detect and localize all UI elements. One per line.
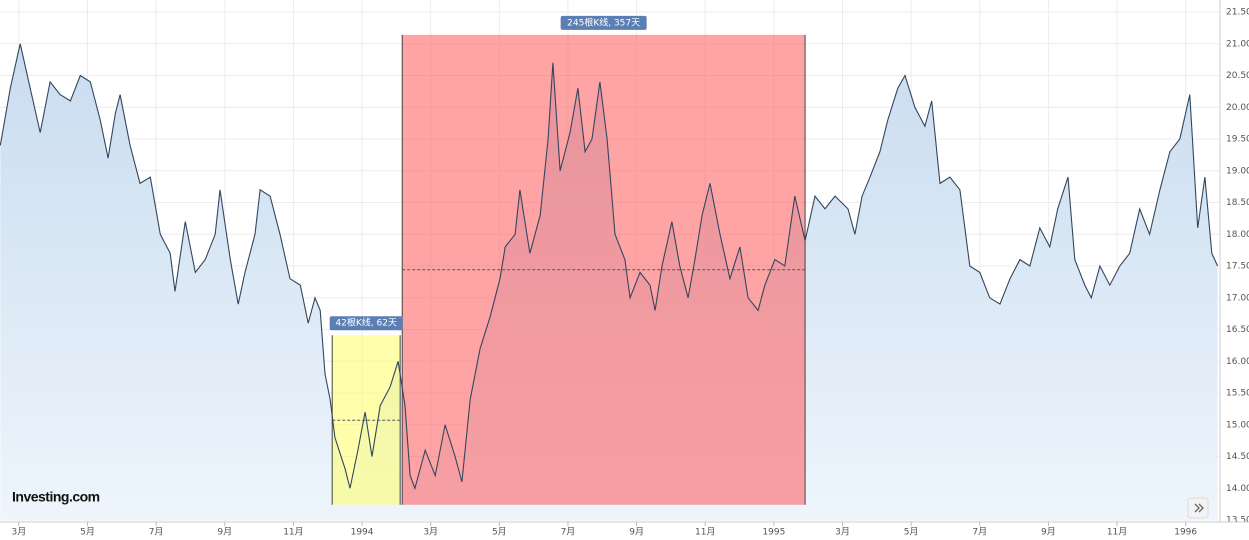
range-label-bg (560, 15, 647, 30)
x-tick-label: 5月 (904, 527, 919, 538)
x-tick-label: 9月 (217, 527, 232, 538)
y-tick-label: 17.50 (1226, 262, 1249, 272)
range-label-bg (329, 316, 403, 331)
y-tick-label: 20.50 (1226, 71, 1249, 81)
y-tick-label: 17.00 (1226, 293, 1249, 303)
x-tick-label: 11月 (1107, 527, 1127, 538)
y-tick-label: 19.00 (1226, 166, 1249, 176)
x-tick-label: 1995 (762, 528, 785, 538)
y-tick-label: 14.50 (1226, 452, 1249, 462)
x-tick-label: 3月 (12, 527, 27, 538)
x-tick-label: 11月 (695, 527, 715, 538)
x-tick-label: 3月 (835, 527, 850, 538)
y-tick-label: 14.00 (1226, 484, 1249, 494)
x-tick-label: 9月 (1041, 527, 1056, 538)
line-layer (0, 43, 1219, 491)
x-tick-label: 5月 (80, 527, 95, 538)
y-tick-label: 18.50 (1226, 198, 1249, 208)
range-label: 245根K线, 357天 (567, 16, 640, 28)
y-tick-label: 20.00 (1226, 103, 1249, 113)
y-tick-label: 21.50 (1226, 8, 1249, 18)
x-tick-label: 3月 (423, 527, 438, 538)
x-tick-label: 1996 (1174, 528, 1197, 538)
y-tick-label: 18.00 (1226, 230, 1249, 240)
x-tick-label: 7月 (972, 527, 987, 538)
y-tick-label: 16.00 (1226, 357, 1249, 367)
x-tick-label: 9月 (629, 527, 644, 538)
x-tick-label: 7月 (561, 527, 576, 538)
y-tick-label: 21.00 (1226, 39, 1249, 49)
y-tick-label: 13.50 (1226, 516, 1249, 526)
ranges (331, 34, 806, 505)
y-tick-label: 15.50 (1226, 389, 1249, 399)
x-tick-label: 11月 (283, 527, 303, 538)
line (0, 43, 1219, 491)
y-tick-label: 16.50 (1226, 325, 1249, 335)
x-tick-label: 1994 (351, 528, 374, 538)
settings-button[interactable] (1187, 497, 1209, 519)
x-tick-label: 5月 (492, 527, 507, 538)
labels: 13.50 14.00 14.50 15.00 15.50 16.00 16.50 17.00… (12, 8, 1249, 538)
y-tick-label: 15.00 (1226, 420, 1249, 430)
y-tick-label: 19.50 (1226, 135, 1249, 145)
x-tick-label: 7月 (149, 527, 164, 538)
range-label: 42根K线, 62天 (335, 317, 397, 329)
logo: Investing.com (12, 489, 100, 505)
